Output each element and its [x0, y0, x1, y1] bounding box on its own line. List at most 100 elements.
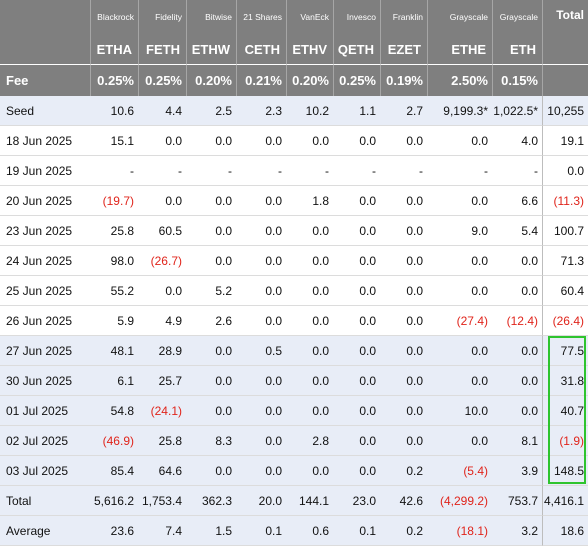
cell-value: (5.4)	[427, 456, 492, 486]
ticker-label: ETHV	[286, 34, 333, 64]
cell-value: -	[236, 156, 286, 186]
cell-value: (26.7)	[138, 246, 186, 276]
cell-value: 42.6	[380, 486, 427, 516]
cell-value: 6.6	[492, 186, 542, 216]
cell-value: (12.4)	[492, 306, 542, 336]
table-row: 25 Jun 2025 55.2 0.0 5.2 0.0 0.0 0.0 0.0 0.0 0.0 6…	[0, 276, 588, 306]
table-row: 24 Jun 2025 98.0 (26.7) 0.0 0.0 0.0 0.0 0.0 0.0 0…	[0, 246, 588, 276]
cell-value: 0.0	[138, 276, 186, 306]
row-total-value: 71.3	[542, 246, 588, 276]
ticker-label: FETH	[138, 34, 186, 64]
cell-value: 0.1	[333, 516, 380, 546]
cell-value: 0.0	[427, 246, 492, 276]
cell-value: 0.1	[236, 516, 286, 546]
cell-value: 0.2	[380, 456, 427, 486]
cell-value: 0.0	[236, 126, 286, 156]
cell-value: 0.0	[333, 306, 380, 336]
cell-value: 98.0	[90, 246, 138, 276]
cell-value: 2.8	[286, 426, 333, 456]
row-total-value: 4,416.1	[542, 486, 588, 516]
cell-value: 25.7	[138, 366, 186, 396]
cell-value: 0.0	[236, 186, 286, 216]
table-row: 20 Jun 2025 (19.7) 0.0 0.0 0.0 1.8 0.0 0.0 0.0 6.…	[0, 186, 588, 216]
cell-value: 0.0	[380, 366, 427, 396]
ticker-label: ETH	[492, 34, 542, 64]
cell-value: 0.0	[333, 396, 380, 426]
row-total-value: (26.4)	[542, 306, 588, 336]
cell-value: 20.0	[236, 486, 286, 516]
fee-value: 0.25%	[138, 64, 186, 96]
cell-value: -	[138, 156, 186, 186]
provider-label: Franklin	[380, 0, 427, 34]
highlight-box	[548, 336, 586, 484]
fee-value: 0.20%	[186, 64, 236, 96]
fee-value: 0.19%	[380, 64, 427, 96]
cell-value: 10.6	[90, 96, 138, 126]
cell-value: 10.2	[286, 96, 333, 126]
cell-value: 23.6	[90, 516, 138, 546]
cell-value: 0.0	[380, 216, 427, 246]
cell-value: 64.6	[138, 456, 186, 486]
provider-label: Blackrock	[90, 0, 138, 34]
provider-label: VanEck	[286, 0, 333, 34]
cell-value: -	[186, 156, 236, 186]
table-row: 03 Jul 2025 85.4 64.6 0.0 0.0 0.0 0.0 0.2 (5.4) 3…	[0, 456, 588, 486]
cell-value: 0.0	[380, 246, 427, 276]
cell-value: 0.0	[186, 246, 236, 276]
cell-value: 0.0	[333, 126, 380, 156]
cell-value: 54.8	[90, 396, 138, 426]
fee-row: Fee 0.25% 0.25% 0.20% 0.21% 0.20% 0.25% 0.19% 2.…	[0, 64, 588, 96]
cell-value: 0.0	[186, 456, 236, 486]
row-label: Seed	[0, 96, 90, 126]
table-row: 23 Jun 2025 25.8 60.5 0.0 0.0 0.0 0.0 0.0 9.0 5.4…	[0, 216, 588, 246]
cell-value: 0.0	[333, 366, 380, 396]
cell-value: 0.0	[236, 396, 286, 426]
cell-value: 4.9	[138, 306, 186, 336]
cell-value: 0.0	[138, 186, 186, 216]
cell-value: 15.1	[90, 126, 138, 156]
table-row: 26 Jun 2025 5.9 4.9 2.6 0.0 0.0 0.0 0.0 (27.4) (1…	[0, 306, 588, 336]
table-row: 18 Jun 2025 15.1 0.0 0.0 0.0 0.0 0.0 0.0 0.0 4.0 1…	[0, 126, 588, 156]
cell-value: 362.3	[186, 486, 236, 516]
cell-value: 0.0	[427, 426, 492, 456]
cell-value: 5.2	[186, 276, 236, 306]
cell-value: (24.1)	[138, 396, 186, 426]
row-total-value: 60.4	[542, 276, 588, 306]
cell-value: 5.4	[492, 216, 542, 246]
cell-value: 8.3	[186, 426, 236, 456]
ticker-label: CETH	[236, 34, 286, 64]
cell-value: 0.0	[286, 396, 333, 426]
table-row: 01 Jul 2025 54.8 (24.1) 0.0 0.0 0.0 0.0 0.0 10.0…	[0, 396, 588, 426]
cell-value: 0.0	[286, 456, 333, 486]
cell-value: 8.1	[492, 426, 542, 456]
cell-value: 0.0	[333, 336, 380, 366]
cell-value: (4,299.2)	[427, 486, 492, 516]
cell-value: 1.1	[333, 96, 380, 126]
ticker-label: ETHE	[427, 34, 492, 64]
table-row: 30 Jun 2025 6.1 25.7 0.0 0.0 0.0 0.0 0.0 0.0 0.0 3…	[0, 366, 588, 396]
cell-value: 0.0	[333, 456, 380, 486]
cell-value: 4.4	[138, 96, 186, 126]
row-label: 23 Jun 2025	[0, 216, 90, 246]
cell-value: 144.1	[286, 486, 333, 516]
cell-value: 2.6	[186, 306, 236, 336]
cell-value: 0.0	[186, 336, 236, 366]
row-label: Total	[0, 486, 90, 516]
cell-value: 1.8	[286, 186, 333, 216]
ticker-header-row: ETHA FETH ETHW CETH ETHV QETH EZET ETHE ETH	[0, 34, 588, 64]
row-label: 30 Jun 2025	[0, 366, 90, 396]
fee-value: 0.20%	[286, 64, 333, 96]
total-column-header-blank	[542, 34, 588, 64]
cell-value: 0.0	[236, 426, 286, 456]
row-total-value: 100.7	[542, 216, 588, 246]
cell-value: 0.0	[380, 186, 427, 216]
fee-value: 0.21%	[236, 64, 286, 96]
provider-label: Invesco	[333, 0, 380, 34]
cell-value: 0.0	[286, 126, 333, 156]
cell-value: 0.0	[286, 366, 333, 396]
cell-value: 0.0	[286, 306, 333, 336]
provider-label: Bitwise	[186, 0, 236, 34]
cell-value: 0.0	[236, 456, 286, 486]
cell-value: 0.0	[333, 186, 380, 216]
row-label: 18 Jun 2025	[0, 126, 90, 156]
